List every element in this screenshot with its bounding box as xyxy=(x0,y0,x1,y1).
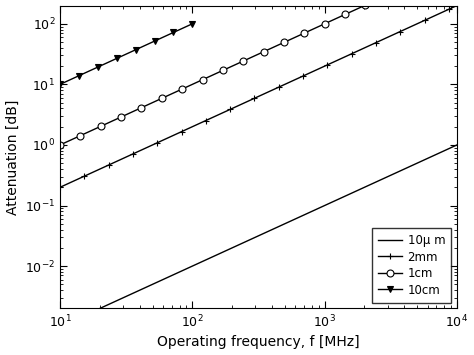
1cm xyxy=(301,31,307,35)
2mm xyxy=(138,148,144,152)
Line: 10cm: 10cm xyxy=(56,20,196,88)
2mm xyxy=(284,81,290,86)
10cm xyxy=(95,65,100,69)
1cm xyxy=(373,0,378,2)
2mm xyxy=(203,119,209,123)
10cm xyxy=(76,73,82,78)
10cm xyxy=(133,48,138,52)
2mm xyxy=(446,7,452,11)
2mm xyxy=(106,163,111,167)
2mm xyxy=(98,166,103,171)
10cm xyxy=(190,22,195,26)
10cm xyxy=(114,56,119,61)
Line: 1cm: 1cm xyxy=(56,0,460,148)
2mm xyxy=(365,44,371,49)
10cm xyxy=(152,39,157,43)
2mm xyxy=(90,170,95,175)
2mm xyxy=(122,155,128,160)
1cm xyxy=(352,8,358,12)
1cm xyxy=(149,101,155,105)
2mm xyxy=(268,89,273,93)
Line: 2mm: 2mm xyxy=(57,3,460,190)
X-axis label: Operating frequency, f [MHz]: Operating frequency, f [MHz] xyxy=(157,335,360,349)
1cm xyxy=(240,59,246,63)
2mm xyxy=(300,74,306,78)
1cm xyxy=(342,12,348,17)
2mm xyxy=(454,4,460,8)
1cm xyxy=(322,22,328,26)
1cm xyxy=(118,115,124,119)
2mm xyxy=(333,59,338,63)
1cm xyxy=(190,82,195,87)
1cm xyxy=(88,129,93,133)
2mm xyxy=(317,66,322,71)
2mm xyxy=(341,55,346,60)
2mm xyxy=(349,51,355,56)
2mm xyxy=(146,144,152,149)
1cm xyxy=(311,26,317,31)
2mm xyxy=(381,37,387,41)
2mm xyxy=(171,133,176,137)
1cm xyxy=(108,120,114,124)
1cm xyxy=(179,87,185,91)
2mm xyxy=(252,96,257,100)
1cm xyxy=(200,78,205,82)
2mm xyxy=(163,137,168,141)
Y-axis label: Attenuation [dB]: Attenuation [dB] xyxy=(6,99,19,215)
2mm xyxy=(114,159,119,163)
1cm xyxy=(281,40,287,45)
2mm xyxy=(244,100,249,104)
2mm xyxy=(325,63,330,67)
2mm xyxy=(357,48,363,52)
2mm xyxy=(430,15,436,19)
1cm xyxy=(220,68,226,72)
10cm xyxy=(57,82,63,87)
1cm xyxy=(210,73,216,77)
2mm xyxy=(292,78,298,82)
2mm xyxy=(219,111,225,115)
2mm xyxy=(373,40,379,45)
2mm xyxy=(195,122,201,126)
2mm xyxy=(397,29,403,34)
1cm xyxy=(128,110,134,114)
2mm xyxy=(211,115,217,119)
2mm xyxy=(73,178,79,182)
1cm xyxy=(292,36,297,40)
2mm xyxy=(187,126,192,130)
2mm xyxy=(179,130,184,134)
1cm xyxy=(57,143,63,147)
1cm xyxy=(332,17,337,21)
2mm xyxy=(438,11,444,15)
2mm xyxy=(65,181,71,186)
2mm xyxy=(422,18,428,22)
1cm xyxy=(78,133,83,138)
2mm xyxy=(276,85,282,89)
1cm xyxy=(363,3,368,7)
1cm xyxy=(159,96,164,100)
2mm xyxy=(389,33,395,37)
2mm xyxy=(155,141,160,145)
1cm xyxy=(138,105,144,110)
2mm xyxy=(414,22,419,26)
1cm xyxy=(261,50,266,54)
10cm xyxy=(171,30,176,34)
Legend: 10μ m, 2mm, 1cm, 10cm: 10μ m, 2mm, 1cm, 10cm xyxy=(372,228,451,302)
2mm xyxy=(308,70,314,75)
2mm xyxy=(82,174,87,178)
1cm xyxy=(271,45,277,49)
2mm xyxy=(236,104,241,108)
2mm xyxy=(260,92,265,97)
1cm xyxy=(230,64,236,68)
1cm xyxy=(169,92,175,96)
1cm xyxy=(251,54,256,59)
2mm xyxy=(228,107,233,111)
1cm xyxy=(98,124,104,129)
1cm xyxy=(67,138,73,142)
2mm xyxy=(405,26,411,30)
2mm xyxy=(130,152,136,156)
2mm xyxy=(57,185,63,190)
